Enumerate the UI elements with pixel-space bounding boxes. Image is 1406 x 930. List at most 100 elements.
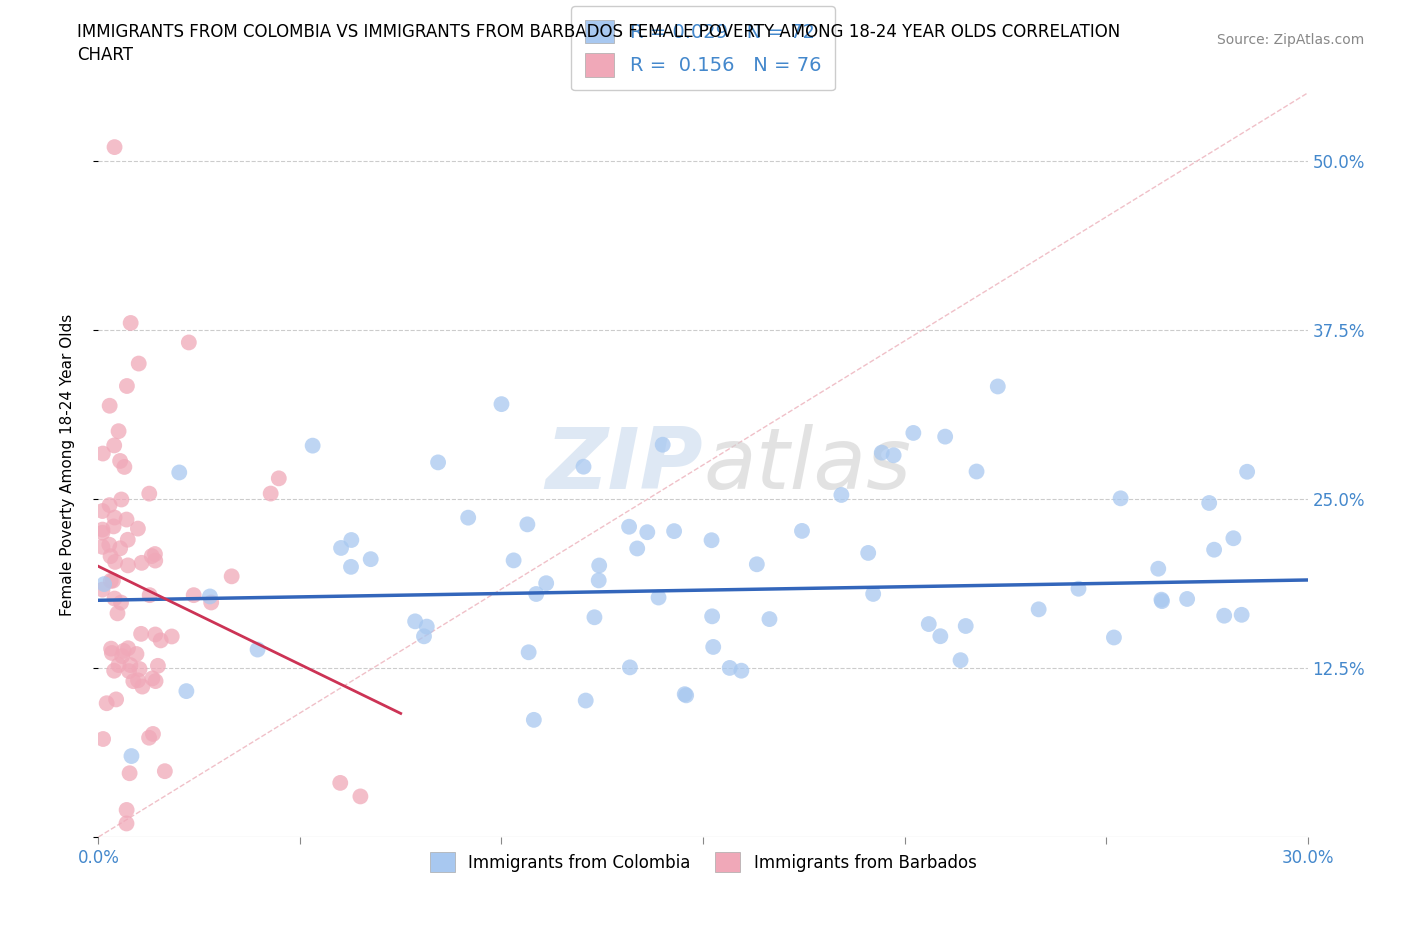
Point [647, 591, 669, 605]
Point [143, 553, 166, 568]
Point [862, 587, 884, 602]
Text: ZIP: ZIP [546, 423, 703, 507]
Point [1204, 542, 1226, 557]
Point [987, 379, 1010, 394]
Point [91, 539, 114, 554]
Point [107, 658, 129, 672]
Point [1150, 593, 1173, 608]
Point [534, 576, 557, 591]
Point [830, 487, 852, 502]
Point [1175, 591, 1198, 606]
Point [112, 644, 135, 658]
Point [120, 749, 142, 764]
Text: IMMIGRANTS FROM COLOMBIA VS IMMIGRANTS FROM BARBADOS FEMALE POVERTY AMONG 18-24 : IMMIGRANTS FROM COLOMBIA VS IMMIGRANTS F… [77, 23, 1121, 41]
Point [129, 627, 152, 642]
Point [98, 398, 121, 413]
Point [758, 612, 780, 627]
Point [120, 315, 142, 330]
Point [572, 459, 595, 474]
Point [523, 712, 546, 727]
Point [91, 503, 114, 518]
Point [118, 765, 141, 780]
Point [101, 573, 124, 588]
Point [934, 429, 956, 444]
Point [516, 517, 538, 532]
Point [141, 549, 163, 564]
Point [111, 648, 134, 663]
Point [110, 492, 132, 507]
Point [583, 610, 606, 625]
Y-axis label: Female Poverty Among 18-24 Year Olds: Female Poverty Among 18-24 Year Olds [60, 314, 75, 617]
Point [700, 609, 723, 624]
Point [675, 688, 697, 703]
Point [260, 486, 283, 501]
Text: Source: ZipAtlas.com: Source: ZipAtlas.com [1216, 33, 1364, 46]
Point [118, 664, 141, 679]
Legend: Immigrants from Colombia, Immigrants from Barbados: Immigrants from Colombia, Immigrants fro… [422, 844, 984, 881]
Point [360, 551, 382, 566]
Point [626, 541, 648, 556]
Point [112, 459, 135, 474]
Point [143, 547, 166, 562]
Point [340, 560, 363, 575]
Point [103, 438, 125, 453]
Point [619, 660, 641, 675]
Point [1150, 592, 1173, 607]
Point [153, 764, 176, 778]
Point [108, 541, 131, 556]
Point [91, 732, 114, 747]
Point [702, 640, 724, 655]
Text: CHART: CHART [77, 46, 134, 64]
Point [93, 577, 115, 591]
Point [108, 454, 131, 469]
Point [128, 661, 150, 676]
Point [651, 437, 673, 452]
Point [107, 424, 129, 439]
Point [115, 379, 138, 393]
Point [198, 589, 221, 604]
Point [416, 619, 439, 634]
Point [183, 588, 205, 603]
Point [949, 653, 972, 668]
Point [115, 816, 138, 830]
Point [177, 335, 200, 350]
Point [145, 673, 167, 688]
Point [138, 730, 160, 745]
Point [700, 533, 723, 548]
Point [1198, 496, 1220, 511]
Point [617, 519, 640, 534]
Point [1147, 562, 1170, 577]
Point [160, 629, 183, 644]
Point [413, 629, 436, 644]
Point [1236, 464, 1258, 479]
Point [588, 558, 610, 573]
Point [176, 684, 198, 698]
Point [1109, 491, 1132, 506]
Point [91, 446, 114, 461]
Point [149, 633, 172, 648]
Point [167, 465, 190, 480]
Point [502, 553, 524, 568]
Point [127, 673, 149, 688]
Point [103, 591, 125, 606]
Point [104, 554, 127, 569]
Point [107, 606, 129, 621]
Point [517, 644, 540, 659]
Point [1230, 607, 1253, 622]
Point [110, 595, 132, 610]
Point [588, 573, 610, 588]
Point [918, 617, 941, 631]
Point [330, 540, 353, 555]
Point [221, 569, 243, 584]
Point [101, 645, 124, 660]
Point [929, 629, 952, 644]
Point [122, 673, 145, 688]
Point [103, 140, 125, 154]
Point [131, 555, 153, 570]
Point [636, 525, 658, 539]
Point [301, 438, 323, 453]
Point [662, 524, 685, 538]
Point [131, 679, 153, 694]
Point [1028, 602, 1050, 617]
Point [349, 789, 371, 804]
